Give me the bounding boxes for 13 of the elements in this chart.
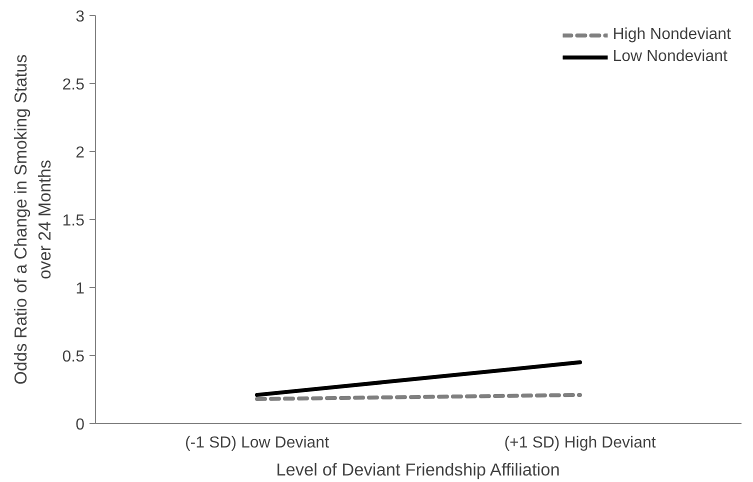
y-tick-label: 2.5 bbox=[62, 76, 85, 94]
legend-label: Low Nondeviant bbox=[612, 48, 728, 66]
y-tick-label: 1.5 bbox=[62, 212, 85, 230]
y-tick-label: 1 bbox=[76, 280, 85, 298]
y-axis-title: Odds Ratio of a Change in Smoking Status over 24 Months bbox=[10, 54, 54, 385]
y-tick-label: 0 bbox=[76, 416, 85, 434]
legend-label: High Nondeviant bbox=[612, 26, 731, 44]
x-axis-title: Level of Deviant Friendship Affiliation bbox=[276, 460, 560, 480]
y-tick-label: 0.5 bbox=[62, 348, 85, 366]
y-tick-label: 2 bbox=[76, 144, 85, 162]
y-tick-label: 3 bbox=[76, 8, 85, 26]
x-tick-label: (+1 SD) High Deviant bbox=[504, 434, 656, 452]
x-tick-label: (-1 SD) Low Deviant bbox=[184, 434, 330, 452]
